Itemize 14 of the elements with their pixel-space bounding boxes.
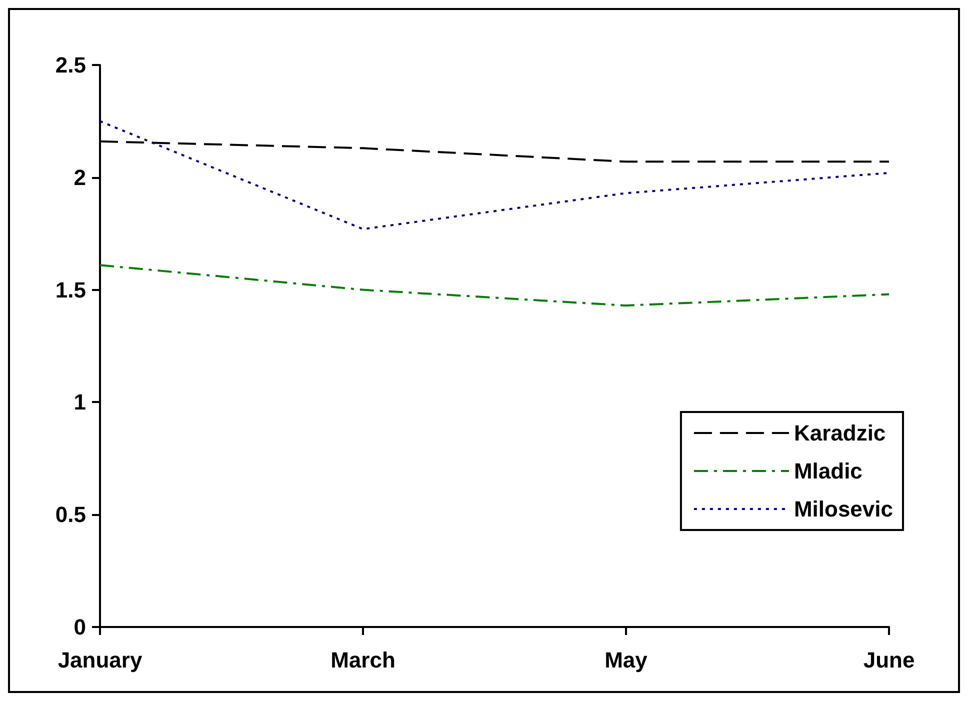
y-tick-label: 2 — [74, 164, 86, 190]
x-tick-label: June — [863, 648, 915, 672]
y-tick-label: 1 — [74, 390, 86, 415]
legend-label: Karadzic — [794, 420, 886, 446]
line-series — [99, 264, 890, 307]
legend-label: Mladic — [794, 458, 862, 484]
y-tick-label: 1.5 — [55, 277, 86, 302]
legend-label: Milosevic — [794, 496, 894, 522]
y-tick-label: 2.5 — [55, 52, 86, 78]
y-tick-label: 0 — [74, 614, 86, 640]
x-tick-label: March — [330, 648, 396, 672]
x-tick-label: January — [58, 648, 143, 672]
y-tick-label: 0.5 — [55, 502, 86, 528]
x-tick-label: May — [604, 648, 648, 672]
